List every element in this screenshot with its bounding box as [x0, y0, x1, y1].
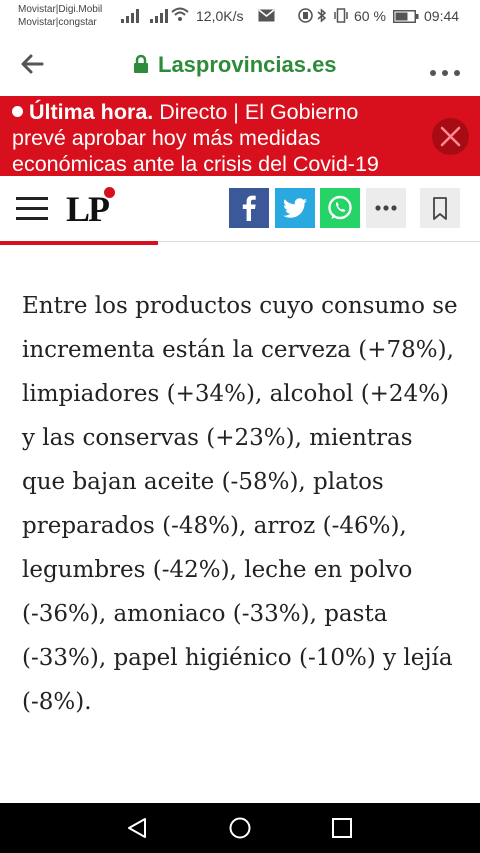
signal-icon-2 [150, 9, 168, 23]
browser-url-bar: Lasprovincias.es [0, 34, 480, 96]
carrier-1: Movistar|Digi.Mobil [18, 4, 103, 15]
breaking-label: Última hora. [29, 100, 154, 124]
reading-progress-fill [0, 241, 159, 245]
header-divider [0, 241, 480, 242]
hamburger-menu-icon[interactable] [16, 197, 48, 227]
lock-icon [133, 54, 149, 79]
signal-icon [121, 9, 139, 23]
android-nav-bar [0, 803, 480, 853]
more-icon[interactable] [366, 188, 406, 228]
breaking-headline: Directo | El Gobierno prevé aprobar hoy … [12, 100, 379, 176]
carrier-2: Movistar|congstar [18, 17, 97, 28]
site-logo[interactable]: LP [66, 189, 110, 229]
data-saver-icon [298, 8, 313, 23]
live-dot-icon [12, 106, 23, 117]
mail-icon [258, 9, 275, 22]
menu-dots-icon[interactable] [430, 63, 460, 81]
close-icon[interactable] [432, 118, 469, 155]
article-paragraph: Entre los productos cuyo consumo se incr… [22, 293, 458, 715]
twitter-icon[interactable] [275, 188, 315, 228]
facebook-icon[interactable] [229, 188, 269, 228]
nav-recents-icon[interactable] [331, 816, 353, 845]
bookmark-icon[interactable] [420, 188, 460, 228]
logo-dot [104, 187, 115, 198]
wifi-icon [171, 7, 189, 23]
battery-percent: 60 % [354, 8, 386, 24]
clock: 09:44 [424, 8, 460, 24]
nav-back-icon[interactable] [126, 816, 148, 845]
breaking-news-text[interactable]: Última hora. Directo | El Gobierno prevé… [12, 99, 412, 177]
whatsapp-icon[interactable] [320, 188, 360, 228]
url-text[interactable]: Lasprovincias.es [158, 52, 337, 77]
bluetooth-icon [317, 8, 327, 23]
status-bar: Movistar|Digi.Mobil Movistar|congstar 12… [0, 0, 480, 34]
back-arrow-icon[interactable] [20, 53, 44, 80]
nav-home-icon[interactable] [229, 816, 251, 845]
battery-icon [393, 10, 419, 23]
network-speed: 12,0K/s [196, 8, 244, 24]
breaking-news-banner[interactable]: Última hora. Directo | El Gobierno prevé… [0, 96, 480, 176]
vibrate-icon [333, 8, 349, 23]
carrier-info: Movistar|Digi.Mobil Movistar|congstar [18, 3, 102, 29]
